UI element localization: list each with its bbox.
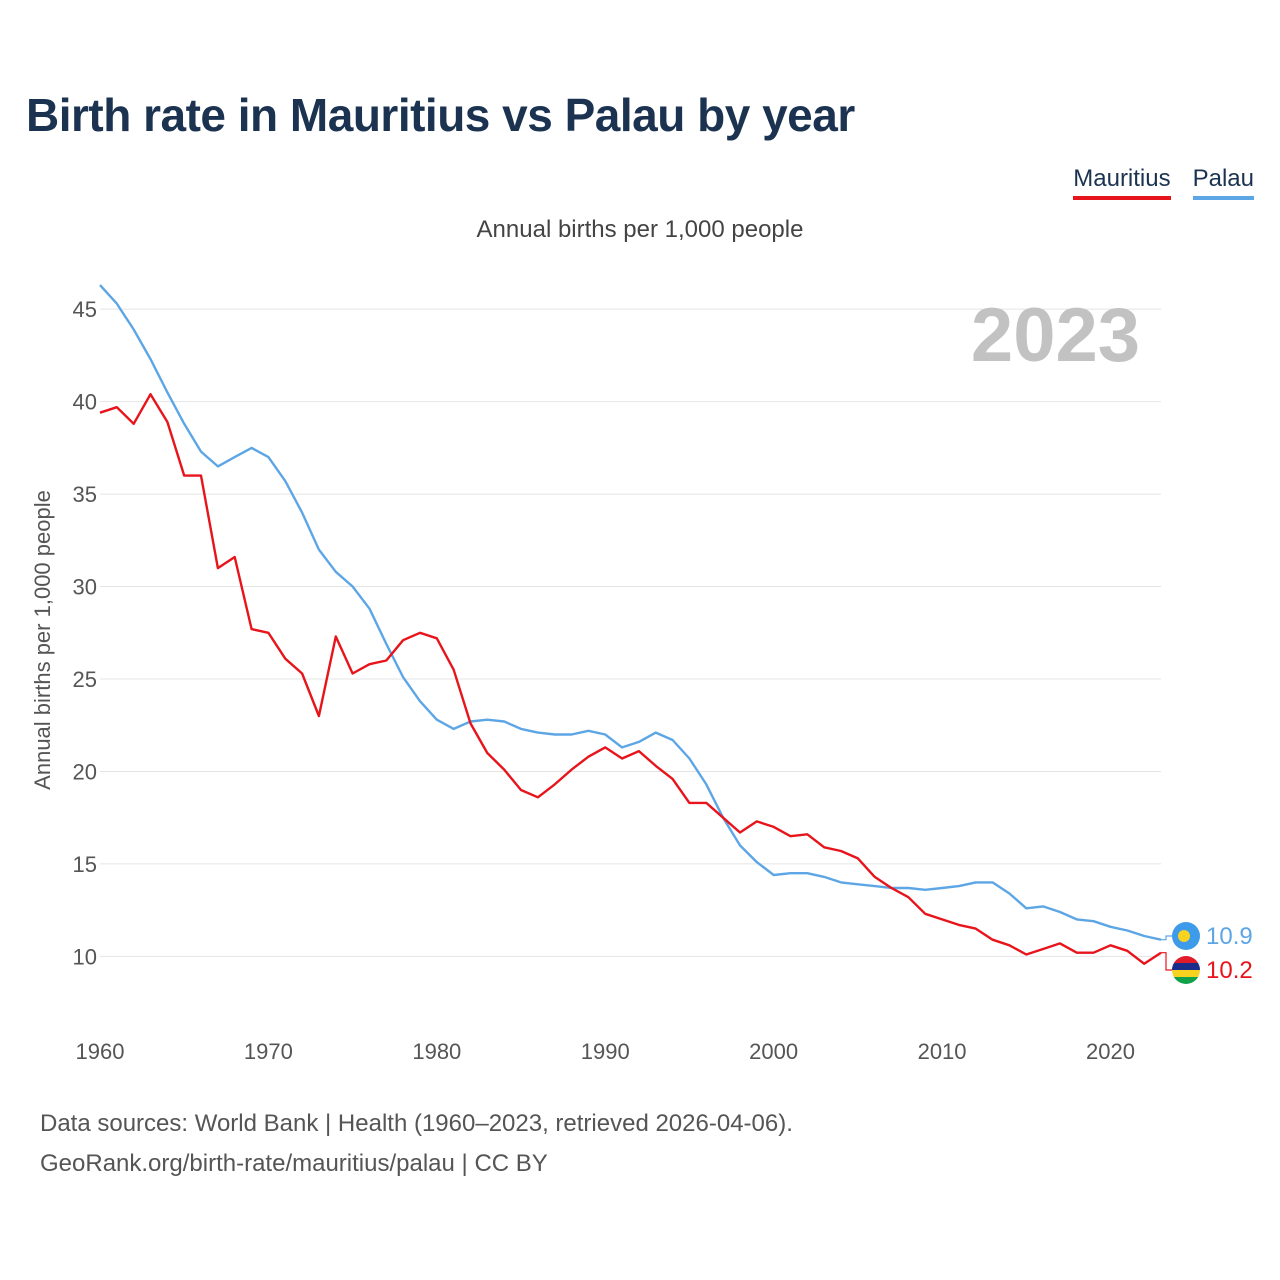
year-watermark: 2023 (971, 293, 1140, 378)
x-tick-1980: 1980 (412, 1039, 461, 1064)
series-lines (99, 284, 1162, 965)
legend-item-mauritius[interactable]: Mauritius (1073, 166, 1171, 200)
series-line-palau[interactable] (99, 284, 1162, 941)
mauritius-flag-stripe-2 (1172, 963, 1200, 970)
footer-sources: Data sources: World Bank | Health (1960–… (40, 1110, 793, 1137)
footer-link[interactable]: GeoRank.org/birth-rate/mauritius/palau |… (40, 1150, 548, 1177)
y-tick-45: 45 (73, 297, 97, 322)
legend: Mauritius Palau (1073, 166, 1254, 200)
legend-item-palau[interactable]: Palau (1192, 166, 1254, 200)
mauritius-flag-stripe-3 (1172, 970, 1200, 977)
chart-subtitle: Annual births per 1,000 people (476, 216, 804, 243)
y-tick-20: 20 (73, 759, 97, 784)
x-axis-ticks: 1960 1970 1980 1990 2000 2010 2020 (76, 1039, 1135, 1064)
mauritius-flag-icon (1172, 956, 1200, 984)
mauritius-flag-stripe-1 (1172, 956, 1200, 963)
x-tick-2020: 2020 (1086, 1039, 1135, 1064)
y-tick-30: 30 (73, 575, 97, 600)
chart-title: Birth rate in Mauritius vs Palau by year (26, 89, 855, 141)
y-axis-label: Annual births per 1,000 people (30, 490, 55, 790)
series-line-mauritius[interactable] (99, 393, 1162, 965)
y-tick-25: 25 (73, 667, 97, 692)
y-axis-ticks: 10 15 20 25 30 35 40 45 (73, 297, 97, 969)
end-label-palau: 10.9 (1206, 923, 1253, 950)
palau-flag-disc (1178, 930, 1190, 942)
y-tick-40: 40 (73, 390, 97, 415)
footer: Data sources: World Bank | Health (1960–… (40, 1104, 793, 1184)
x-tick-2000: 2000 (749, 1039, 798, 1064)
x-tick-1970: 1970 (244, 1039, 293, 1064)
y-tick-35: 35 (73, 482, 97, 507)
gridlines (100, 308, 1161, 957)
end-markers: 10.2 10.9 (1161, 922, 1253, 984)
x-tick-1990: 1990 (581, 1039, 630, 1064)
y-tick-15: 15 (73, 852, 97, 877)
x-tick-2010: 2010 (918, 1039, 967, 1064)
x-tick-1960: 1960 (76, 1039, 125, 1064)
connector-mauritius (1161, 952, 1172, 971)
connector-palau (1161, 935, 1172, 941)
end-label-mauritius: 10.2 (1206, 957, 1253, 984)
palau-flag-icon (1172, 922, 1200, 950)
mauritius-flag-stripe-4 (1172, 977, 1200, 984)
y-tick-10: 10 (73, 944, 97, 969)
